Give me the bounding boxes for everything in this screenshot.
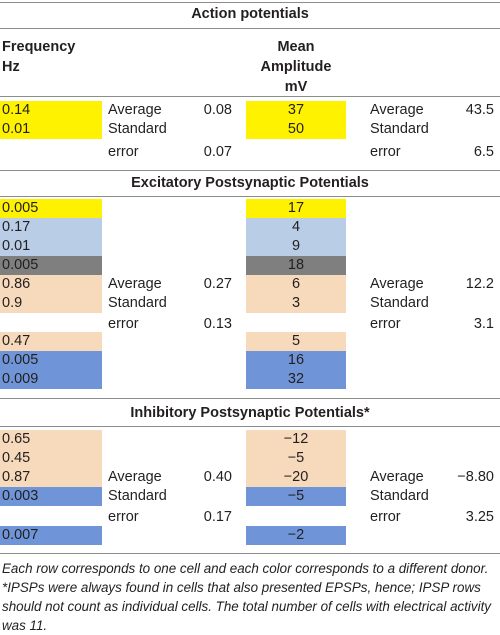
s2-amp-error-label: error — [370, 316, 401, 332]
table-row-freq: 0.47 — [0, 332, 102, 351]
s1-amp-average: 43.5 — [465, 102, 494, 118]
s3-average-label: Average — [108, 469, 162, 485]
section2-title: Excitatory Postsynaptic Potentials — [131, 175, 369, 191]
s2-amp-standard-label: Standard — [370, 295, 429, 311]
s3-amp-average-label: Average — [370, 469, 424, 485]
s1-amp-average-label: Average — [370, 102, 424, 118]
table-row-amp: −12 — [246, 430, 346, 449]
s2-error-label: error — [108, 316, 139, 332]
bottom-rule — [0, 553, 500, 554]
table-row-amp: 4 — [246, 218, 346, 237]
table-row-freq: 0.45 — [0, 449, 102, 468]
table-footnote: Each row corresponds to one cell and eac… — [2, 561, 491, 633]
s3-freq-average: 0.40 — [203, 469, 232, 485]
frequency-header: Frequency Hz — [2, 37, 75, 77]
table-row-freq: 0.86 — [0, 275, 102, 294]
s2-freq-average: 0.27 — [203, 276, 232, 292]
table-row-freq: 0.01 — [0, 120, 102, 139]
section3-title-rule — [0, 426, 500, 427]
section2-top-rule — [0, 170, 500, 171]
frequency-header-unit: Hz — [2, 59, 20, 75]
s1-error-label: error — [108, 144, 139, 160]
s1-freq-average: 0.08 — [203, 102, 232, 118]
s2-amp-average: 12.2 — [465, 276, 494, 292]
table-row-amp: 50 — [246, 120, 346, 139]
section3-top-rule — [0, 398, 500, 399]
table-row-freq: 0.9 — [0, 294, 102, 313]
table-row-amp: −2 — [246, 526, 346, 545]
table-row-amp: −5 — [246, 487, 346, 506]
s2-freq-error: 0.13 — [203, 316, 232, 332]
s1-amp-standard-label: Standard — [370, 121, 429, 137]
table-row-amp: 32 — [246, 370, 346, 389]
amplitude-header-line1: Mean — [277, 39, 315, 55]
s3-amp-error: 3.25 — [465, 509, 494, 525]
table-row-freq: 0.14 — [0, 101, 102, 120]
s3-standard-label: Standard — [108, 488, 167, 504]
table-row-amp: 3 — [246, 294, 346, 313]
table-row-amp: 37 — [246, 101, 346, 120]
s1-standard-label: Standard — [108, 121, 167, 137]
section1-title-rule — [0, 28, 500, 29]
table-row-freq: 0.009 — [0, 370, 102, 389]
s2-amp-error: 3.1 — [473, 316, 494, 332]
frequency-header-line1: Frequency — [2, 39, 76, 55]
amplitude-header: Mean Amplitude mV — [246, 37, 346, 97]
table-row-amp: 16 — [246, 351, 346, 370]
s3-amp-error-label: error — [370, 509, 401, 525]
s2-standard-label: Standard — [108, 295, 167, 311]
table-row-freq: 0.003 — [0, 487, 102, 506]
table-row-freq: 0.005 — [0, 256, 102, 275]
s3-error-label: error — [108, 509, 139, 525]
table-row-amp: −5 — [246, 449, 346, 468]
table-row-freq: 0.01 — [0, 237, 102, 256]
section1-title: Action potentials — [191, 6, 309, 22]
amplitude-header-unit: mV — [284, 79, 308, 95]
table-row-amp: 18 — [246, 256, 346, 275]
table-row-amp: 6 — [246, 275, 346, 294]
section3-title: Inhibitory Postsynaptic Potentials* — [130, 405, 370, 421]
header-rule — [0, 96, 500, 97]
s3-amp-standard-label: Standard — [370, 488, 429, 504]
top-rule — [0, 2, 500, 3]
s1-freq-error: 0.07 — [203, 144, 232, 160]
s2-amp-average-label: Average — [370, 276, 424, 292]
table-row-freq: 0.87 — [0, 468, 102, 487]
table-row-freq: 0.007 — [0, 526, 102, 545]
s3-amp-average: −8.80 — [457, 469, 494, 485]
table-row-amp: 9 — [246, 237, 346, 256]
table-row-amp: 17 — [246, 199, 346, 218]
s1-amp-error-label: error — [370, 144, 401, 160]
section2-title-rule — [0, 196, 500, 197]
table-row-freq: 0.17 — [0, 218, 102, 237]
table-row-amp: −20 — [246, 468, 346, 487]
amplitude-header-line2: Amplitude — [260, 59, 332, 75]
s2-average-label: Average — [108, 276, 162, 292]
s1-amp-error: 6.5 — [473, 144, 494, 160]
s3-freq-error: 0.17 — [203, 509, 232, 525]
table-row-amp: 5 — [246, 332, 346, 351]
s1-average-label: Average — [108, 102, 162, 118]
table-row-freq: 0.005 — [0, 351, 102, 370]
table-row-freq: 0.005 — [0, 199, 102, 218]
table-row-freq: 0.65 — [0, 430, 102, 449]
